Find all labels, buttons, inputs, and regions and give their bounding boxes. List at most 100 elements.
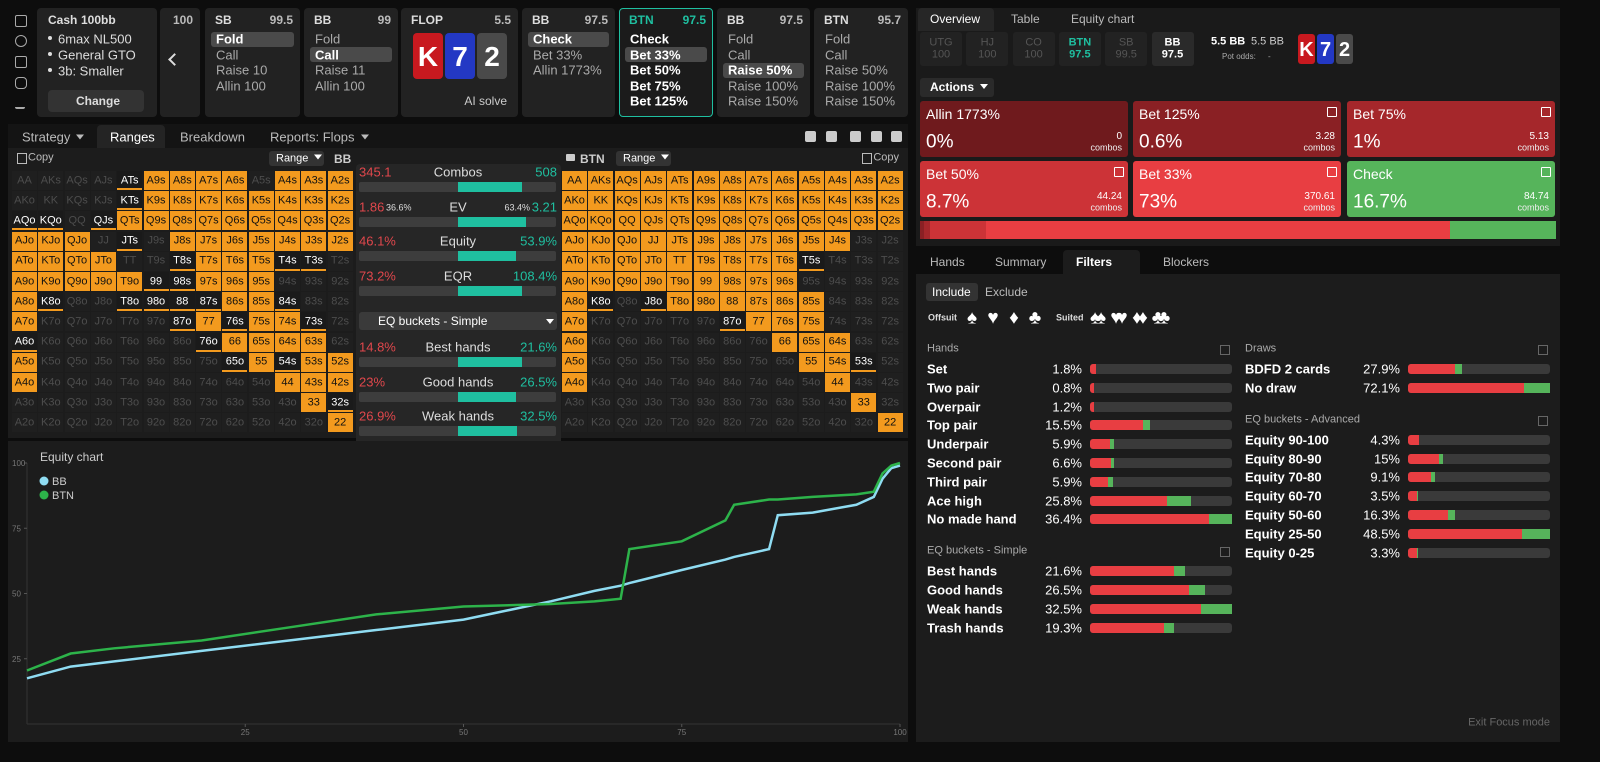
hand-cell[interactable] — [746, 191, 772, 211]
actions-title[interactable]: Actions — [930, 81, 988, 93]
hand-cell[interactable] — [562, 231, 587, 251]
hand-label[interactable]: 76o — [749, 335, 768, 348]
view-icon[interactable] — [871, 131, 882, 142]
hand-cell[interactable] — [143, 413, 169, 433]
hand-cell[interactable] — [719, 312, 745, 332]
hand-cell[interactable] — [719, 191, 745, 211]
hand-cell[interactable] — [562, 191, 587, 211]
column-action[interactable]: Raise 50% — [825, 62, 888, 78]
change-label[interactable]: Change — [75, 94, 121, 108]
hand-label[interactable]: KJs — [644, 194, 663, 207]
hand-label[interactable]: A4s — [278, 174, 297, 186]
hand-cell[interactable] — [693, 171, 719, 190]
hand-cell[interactable] — [196, 292, 222, 312]
hand-cell[interactable] — [719, 332, 745, 352]
hand-label[interactable]: QTs — [119, 214, 140, 227]
hand-cell[interactable] — [301, 272, 327, 291]
hand-label[interactable]: AKo — [564, 194, 585, 207]
hand-label[interactable]: A3s — [854, 174, 874, 186]
hand-label[interactable]: K2s — [330, 194, 350, 207]
hand-label[interactable]: A2o — [14, 416, 35, 429]
hand-cell[interactable] — [38, 332, 64, 352]
hand-cell[interactable] — [667, 231, 693, 251]
hand-label[interactable]: KJs — [94, 194, 113, 207]
hand-label[interactable]: J9s — [147, 234, 165, 247]
column-action[interactable]: Raise 50% — [728, 62, 793, 78]
hand-cell[interactable] — [851, 292, 877, 312]
hand-label[interactable]: 22 — [333, 416, 347, 429]
hand-label[interactable]: 86s — [226, 295, 244, 308]
view-icon[interactable] — [805, 131, 816, 142]
hand-label[interactable]: T4s — [278, 254, 297, 267]
hand-cell[interactable] — [12, 191, 37, 211]
hand-cell[interactable] — [38, 191, 64, 211]
hand-cell[interactable] — [222, 211, 248, 231]
hand-cell[interactable] — [117, 191, 143, 211]
hand-cell[interactable] — [12, 312, 37, 332]
hand-label[interactable]: 53s — [854, 355, 873, 368]
hand-label[interactable]: T7s — [199, 254, 218, 267]
hand-label[interactable]: AKs — [40, 174, 61, 186]
hand-cell[interactable] — [38, 352, 64, 372]
hand-label[interactable]: J2s — [331, 234, 349, 247]
hand-cell[interactable] — [143, 251, 169, 271]
hand-cell[interactable] — [667, 373, 693, 392]
hand-cell[interactable] — [825, 393, 850, 413]
hand-cell[interactable] — [143, 332, 169, 352]
hand-label[interactable]: K6o — [591, 335, 611, 348]
hand-cell[interactable] — [169, 373, 195, 392]
hand-cell[interactable] — [614, 292, 640, 312]
hand-label[interactable]: 96o — [146, 335, 166, 348]
hand-label[interactable]: 66 — [228, 335, 242, 348]
hand-label[interactable]: 43o — [828, 396, 847, 409]
hand-label[interactable]: 82o — [723, 416, 742, 429]
hand-label[interactable]: 52o — [252, 416, 271, 429]
hand-cell[interactable] — [12, 413, 37, 433]
hand-label[interactable]: 43o — [278, 396, 297, 409]
hand-cell[interactable] — [798, 191, 824, 211]
hand-cell[interactable] — [248, 171, 274, 190]
hand-cell[interactable] — [90, 171, 116, 190]
hand-label[interactable]: Q6o — [616, 335, 638, 348]
hand-label[interactable]: K4o — [591, 376, 611, 388]
hand-cell[interactable] — [877, 292, 903, 312]
hand-label[interactable]: Q2o — [616, 416, 638, 429]
hand-cell[interactable] — [327, 413, 353, 433]
hand-cell[interactable] — [169, 272, 195, 291]
hand-label[interactable]: 77 — [752, 315, 765, 328]
hand-label[interactable]: 94s — [828, 275, 847, 287]
hand-label[interactable]: T9o — [670, 275, 690, 287]
hand-label[interactable]: Q2s — [880, 214, 901, 227]
hand-label[interactable]: J6s — [776, 234, 794, 247]
hand-label[interactable]: QJs — [643, 214, 664, 227]
hand-cell[interactable] — [117, 211, 143, 231]
hand-label[interactable]: K7s — [199, 194, 219, 207]
suit-suited[interactable]: ♦ — [1138, 307, 1148, 329]
hand-label[interactable]: 65o — [775, 355, 795, 368]
hand-cell[interactable] — [562, 312, 587, 332]
hand-label[interactable]: 54s — [278, 355, 297, 368]
hand-label[interactable]: 84o — [723, 376, 742, 388]
hand-label[interactable]: 64s — [278, 335, 297, 348]
hand-cell[interactable] — [90, 312, 116, 332]
hand-cell[interactable] — [746, 393, 772, 413]
overview-tab[interactable]: Table — [1011, 12, 1040, 26]
hand-label[interactable]: A7s — [749, 174, 769, 186]
hand-cell[interactable] — [851, 312, 877, 332]
hand-cell[interactable] — [117, 272, 143, 291]
hand-cell[interactable] — [562, 251, 587, 271]
hand-cell[interactable] — [222, 393, 248, 413]
hand-cell[interactable] — [562, 352, 587, 372]
suit-offsuit[interactable]: ♥ — [987, 307, 999, 329]
hand-label[interactable]: T5o — [120, 355, 140, 368]
hand-cell[interactable] — [877, 171, 903, 190]
hand-cell[interactable] — [719, 292, 745, 312]
hand-label[interactable]: 86s — [776, 295, 794, 308]
column-action[interactable]: Bet 33% — [630, 47, 681, 62]
hand-cell[interactable] — [746, 272, 772, 291]
hand-cell[interactable] — [719, 211, 745, 231]
hand-cell[interactable] — [693, 191, 719, 211]
hand-cell[interactable] — [38, 231, 64, 251]
hand-label[interactable]: A3o — [14, 396, 35, 409]
hand-label[interactable]: AKo — [14, 194, 35, 207]
